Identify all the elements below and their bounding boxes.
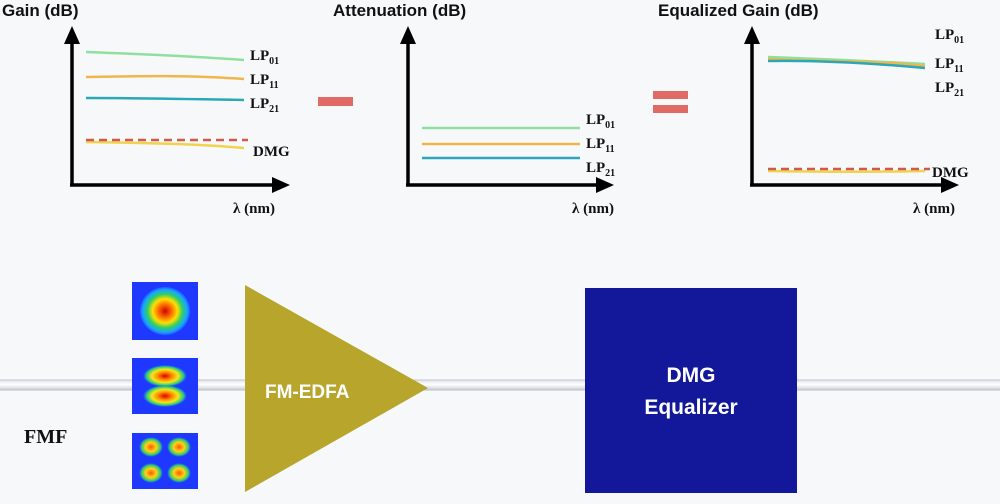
equalized-label-lp01: LP01 — [935, 27, 964, 46]
attenuation-title: Attenuation (dB) — [333, 1, 466, 20]
gain-lp01-curve — [85, 50, 245, 62]
fm-edfa-label: FM-EDFA — [265, 382, 350, 403]
gain-label-lp11: LP11 — [250, 72, 279, 91]
mode-profile-lp21 — [132, 433, 198, 489]
equalized-label-lp11: LP11 — [935, 56, 964, 75]
attenuation-x-arrow-icon — [596, 177, 614, 193]
equals-operator-icon — [653, 91, 688, 113]
gain-title: Gain (dB) — [2, 1, 79, 20]
gain-lp11-curve — [85, 74, 245, 81]
equalized-label-dmg: DMG — [932, 165, 969, 181]
equalizer-label-line1: DMG — [667, 364, 716, 387]
attenuation-label-lp01: LP01 — [586, 112, 615, 131]
equalized-lp01-curve — [767, 55, 926, 66]
gain-label-lp21: LP21 — [250, 96, 279, 115]
equalized-lp21-curve — [767, 59, 926, 70]
gain-panel: Gain (dB) LP01 LP11 LP21 DMG λ (nm) — [2, 1, 290, 217]
gain-label-dmg: DMG — [253, 144, 290, 160]
equalized-gain-panel: Equalized Gain (dB) LP01 LP11 LP21 DMG λ… — [658, 1, 969, 217]
attenuation-label-lp11: LP11 — [586, 136, 615, 155]
gain-lp21-curve — [85, 96, 245, 102]
minus-operator-icon — [318, 97, 353, 106]
equalized-label-lp21: LP21 — [935, 80, 964, 99]
gain-y-arrow-icon — [64, 26, 80, 44]
dmg-equalizer-block: DMG Equalizer — [585, 288, 797, 493]
attenuation-label-lp21: LP21 — [586, 160, 615, 179]
attenuation-panel: Attenuation (dB) LP01 LP11 LP21 λ (nm) — [333, 1, 615, 217]
gain-xlabel: λ (nm) — [233, 201, 275, 217]
gain-x-arrow-icon — [272, 177, 290, 193]
equalized-gain-title: Equalized Gain (dB) — [658, 1, 819, 20]
equalizer-label-line2: Equalizer — [644, 396, 737, 419]
gain-dmg-curve — [85, 140, 245, 150]
fm-edfa-amplifier: FM-EDFA — [245, 285, 428, 492]
equalized-y-arrow-icon — [744, 26, 760, 44]
fmf-label: FMF — [24, 426, 67, 448]
equalized-dmg-curve — [767, 169, 926, 173]
attenuation-y-arrow-icon — [400, 26, 416, 44]
mode-profile-lp11 — [132, 358, 198, 414]
gain-label-lp01: LP01 — [250, 48, 279, 67]
equalized-xlabel: λ (nm) — [913, 201, 955, 217]
attenuation-xlabel: λ (nm) — [572, 201, 614, 217]
mode-profile-lp01 — [132, 282, 198, 340]
equalized-x-arrow-icon — [941, 177, 959, 193]
